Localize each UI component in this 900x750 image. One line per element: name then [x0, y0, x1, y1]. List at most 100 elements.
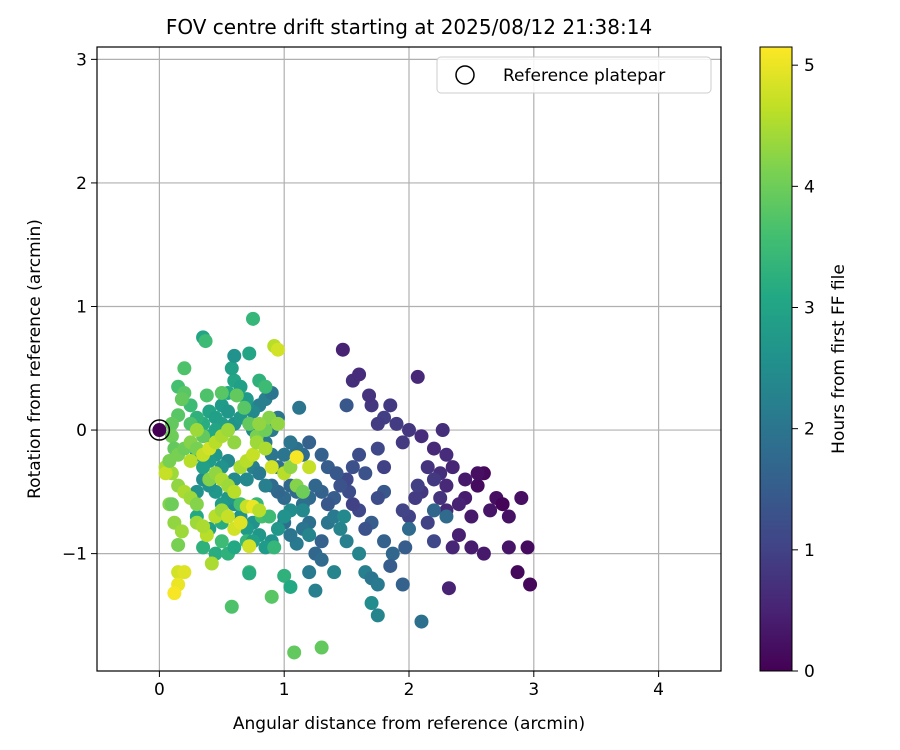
data-point [441, 581, 456, 596]
data-point [252, 503, 267, 518]
data-point [302, 565, 317, 580]
data-point [158, 466, 173, 481]
data-point [270, 521, 285, 536]
data-point [426, 503, 441, 518]
colorbar-tick-label: 2 [804, 420, 815, 440]
data-point [264, 460, 279, 475]
data-point [370, 441, 385, 456]
data-point [308, 478, 323, 493]
data-point [464, 509, 479, 524]
data-point [383, 398, 398, 413]
data-point [439, 509, 454, 524]
colorbar-label: Hours from first FF file [829, 264, 849, 454]
data-point [358, 466, 373, 481]
data-point [410, 369, 425, 384]
data-point [385, 546, 400, 561]
data-point [339, 534, 354, 549]
data-point [370, 577, 385, 592]
data-point [370, 491, 385, 506]
data-point [183, 453, 198, 468]
data-point [439, 447, 454, 462]
data-point [242, 346, 257, 361]
data-point [270, 416, 285, 431]
data-point [470, 478, 485, 493]
data-point [164, 497, 179, 512]
data-point [171, 537, 186, 552]
data-point [510, 565, 525, 580]
data-point [333, 478, 348, 493]
data-point [258, 478, 273, 493]
legend-marker [455, 65, 475, 85]
data-point [277, 568, 292, 583]
data-point [370, 416, 385, 431]
data-point [214, 534, 229, 549]
data-point [242, 416, 257, 431]
reference-point-marker [148, 419, 171, 441]
data-point [177, 565, 192, 580]
data-point [395, 577, 410, 592]
data-point [398, 540, 413, 555]
data-point [426, 472, 441, 487]
data-point [252, 466, 267, 481]
data-point [362, 388, 377, 403]
data-point [262, 509, 277, 524]
data-point [258, 379, 273, 394]
data-point [410, 478, 425, 493]
data-point [227, 435, 242, 450]
data-point [345, 497, 360, 512]
x-axis-ticks: 0 1 2 3 4 [154, 671, 664, 700]
data-point [224, 361, 239, 376]
data-point [199, 388, 214, 403]
data-point [408, 491, 423, 506]
data-point [339, 398, 354, 413]
data-point [308, 583, 323, 598]
data-point [167, 586, 182, 601]
data-point [495, 497, 510, 512]
data-point [302, 528, 317, 543]
data-point [523, 577, 538, 592]
data-point [302, 435, 317, 450]
data-point [377, 460, 392, 475]
data-point [314, 534, 329, 549]
data-point [426, 441, 441, 456]
data-point [264, 589, 279, 604]
x-tick-label: 4 [653, 680, 664, 700]
data-point [414, 614, 429, 629]
legend: Reference platepar [436, 56, 712, 94]
data-point [258, 441, 273, 456]
data-point [252, 416, 267, 431]
data-point [196, 460, 211, 475]
data-point [352, 367, 367, 382]
data-point [435, 423, 450, 438]
data-point [189, 423, 204, 438]
data-point [196, 519, 211, 534]
y-tick-label: 2 [76, 174, 87, 194]
data-point [520, 540, 535, 555]
data-point [364, 596, 379, 611]
data-point [227, 348, 242, 363]
y-tick-label: −1 [62, 545, 87, 565]
data-point [352, 447, 367, 462]
reference-point-fill [152, 423, 167, 438]
data-point [402, 521, 416, 536]
x-tick-label: 0 [154, 680, 165, 700]
data-point [246, 447, 260, 462]
data-point [292, 400, 307, 415]
data-points [158, 311, 538, 660]
data-point [221, 509, 236, 524]
data-point [277, 509, 292, 524]
data-point [514, 491, 529, 506]
legend-box [436, 56, 712, 94]
x-axis-label: Angular distance from reference (arcmin) [233, 714, 585, 734]
y-axis-ticks: −1 0 1 2 3 [62, 50, 97, 565]
x-tick-label: 2 [404, 680, 415, 700]
data-point [287, 645, 302, 660]
data-point [227, 540, 242, 555]
legend-label: Reference platepar [503, 66, 665, 86]
data-point [283, 435, 298, 450]
data-point [227, 484, 242, 499]
data-point [302, 460, 317, 475]
data-point [337, 509, 352, 524]
data-point [476, 546, 491, 561]
data-point [229, 388, 244, 403]
